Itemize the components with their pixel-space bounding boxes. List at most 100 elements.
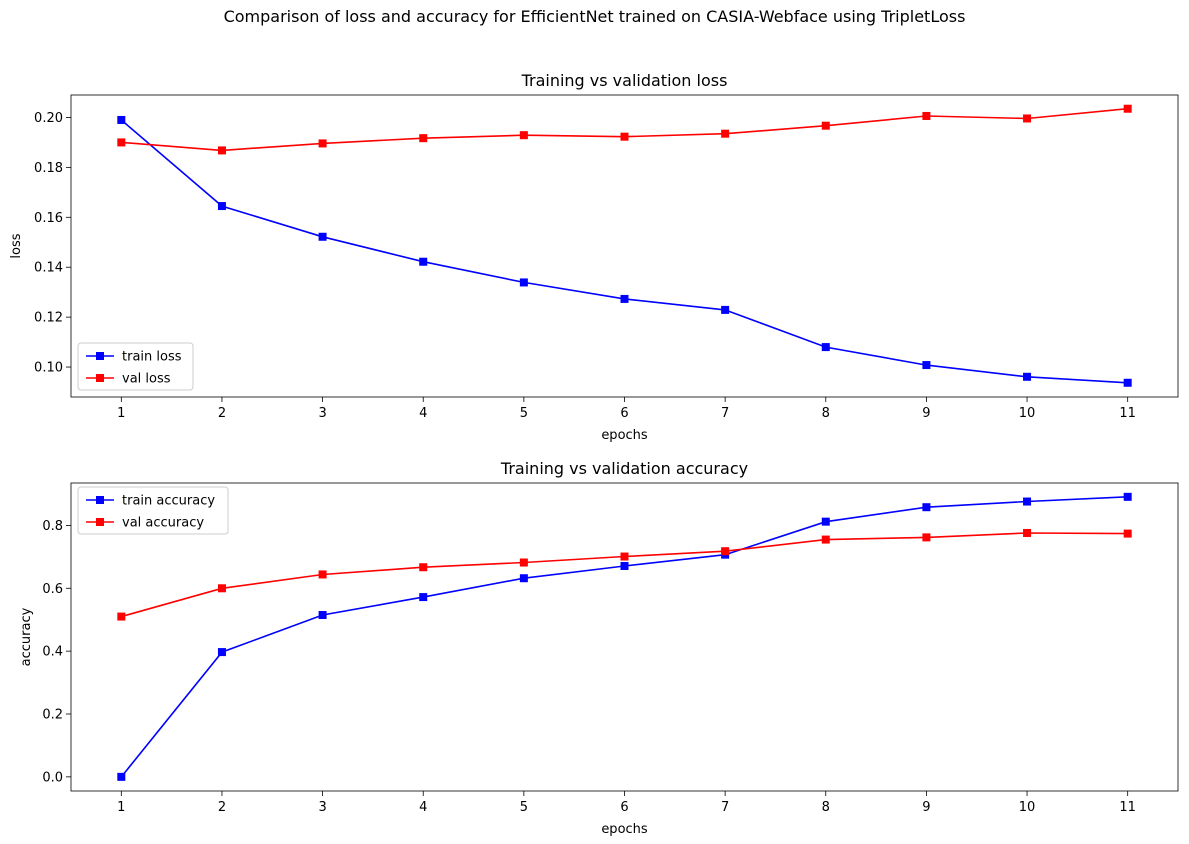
x-tick-label: 7 [721, 406, 729, 421]
y-tick-label: 0.12 [34, 311, 63, 326]
y-tick-label: 0.0 [42, 770, 63, 785]
data-point [721, 305, 730, 314]
data-point [922, 533, 931, 542]
data-point [821, 121, 830, 130]
data-point [217, 146, 226, 155]
data-point [821, 517, 830, 526]
figure-title: Comparison of loss and accuracy for Effi… [223, 7, 966, 26]
data-point [1123, 104, 1132, 113]
data-point [217, 648, 226, 657]
chart-title: Training vs validation loss [521, 71, 728, 90]
legend-marker [96, 352, 104, 360]
data-point [318, 139, 327, 148]
data-point [1123, 492, 1132, 501]
series-line-1 [120, 496, 1128, 778]
data-point [419, 134, 428, 143]
y-tick-label: 0.4 [42, 645, 63, 660]
x-tick-label: 11 [1119, 406, 1136, 421]
data-point [721, 547, 730, 556]
x-tick-label: 3 [318, 406, 326, 421]
x-tick-label: 1 [117, 800, 125, 815]
x-axis-label: epochs [601, 822, 648, 837]
data-point [1023, 114, 1032, 123]
data-point [117, 612, 126, 621]
legend-label: val loss [122, 372, 171, 387]
data-point [117, 772, 126, 781]
legend-marker [96, 496, 104, 504]
x-tick-label: 10 [1019, 406, 1036, 421]
data-point [821, 535, 830, 544]
data-point [519, 574, 528, 583]
data-point [821, 343, 830, 352]
legend-marker [96, 518, 104, 526]
x-tick-label: 7 [721, 800, 729, 815]
data-point [117, 138, 126, 147]
x-tick-label: 6 [620, 800, 628, 815]
chart-2: Training vs validation accuracy 1 2 3 4 5 6 7 8 9… [19, 459, 1179, 837]
legend-label: val accuracy [122, 516, 204, 531]
x-tick-label: 2 [218, 406, 226, 421]
plot-frame [70, 482, 1179, 792]
series-line-1 [120, 119, 1128, 384]
y-axis-label: loss [9, 233, 24, 258]
x-tick-label: 8 [822, 800, 830, 815]
y-tick-label: 0.18 [34, 161, 63, 176]
data-point [419, 563, 428, 572]
data-point [620, 561, 629, 570]
series-line-2 [121, 532, 1128, 618]
data-point [519, 131, 528, 140]
data-point [620, 294, 629, 303]
y-tick-label: 0.10 [34, 361, 63, 376]
x-tick-label: 4 [419, 800, 427, 815]
data-point [1123, 529, 1132, 538]
data-point [1023, 528, 1032, 537]
x-tick-label: 3 [318, 800, 326, 815]
data-point [419, 593, 428, 602]
chart-1: Training vs validation loss 1 2 3 4 5 6 7 8 9 10 11… [9, 71, 1179, 443]
chart-title: Training vs validation accuracy [500, 459, 748, 478]
data-point [318, 611, 327, 619]
y-tick-label: 0.16 [34, 211, 63, 226]
data-point [1023, 372, 1032, 381]
legend: train loss val loss [77, 342, 194, 391]
data-point [620, 132, 629, 141]
data-point [419, 257, 428, 266]
data-point [318, 232, 327, 241]
legend-label: train accuracy [122, 494, 215, 509]
y-tick-label: 0.6 [42, 582, 63, 597]
x-tick-label: 1 [117, 406, 125, 421]
y-tick-label: 0.20 [34, 111, 63, 126]
x-tick-label: 2 [218, 800, 226, 815]
x-tick-label: 10 [1019, 800, 1036, 815]
data-point [117, 115, 126, 124]
legend: train accuracy val accuracy [77, 486, 229, 535]
legend-label: train loss [122, 350, 182, 365]
data-point [922, 111, 931, 120]
x-tick-label: 11 [1119, 800, 1136, 815]
data-point [721, 129, 730, 138]
data-point [922, 361, 931, 370]
legend-box [77, 486, 229, 535]
data-point [519, 278, 528, 287]
data-point [620, 552, 629, 561]
legend-marker [96, 374, 104, 382]
y-tick-label: 0.14 [34, 261, 63, 276]
data-point [519, 558, 528, 567]
x-tick-label: 9 [922, 406, 930, 421]
x-tick-label: 4 [419, 406, 427, 421]
data-point [1023, 497, 1032, 506]
x-tick-label: 6 [620, 406, 628, 421]
y-tick-label: 0.8 [42, 519, 63, 534]
x-tick-label: 9 [922, 800, 930, 815]
data-point [1123, 378, 1132, 387]
x-tick-label: 5 [520, 406, 528, 421]
plot-frame [70, 94, 1179, 398]
series-line-2 [121, 107, 1128, 152]
data-point [922, 503, 931, 512]
data-point [217, 202, 226, 211]
data-point [217, 584, 226, 593]
x-tick-label: 8 [822, 406, 830, 421]
data-point [318, 570, 327, 579]
x-axis-label: epochs [601, 428, 648, 443]
